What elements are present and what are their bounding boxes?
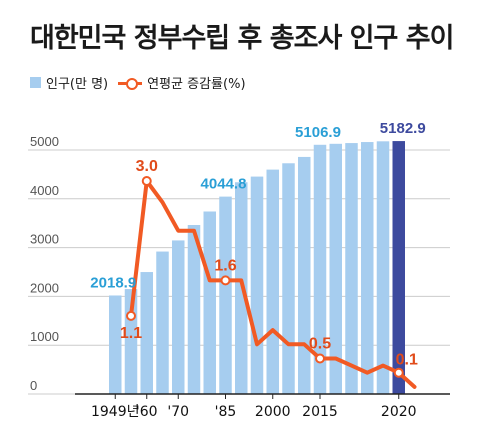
bar <box>313 144 327 394</box>
rate-point-marker <box>141 176 152 186</box>
bar-value-label: 5106.9 <box>295 124 341 141</box>
bar <box>109 295 122 394</box>
legend-line-swatch <box>118 77 143 90</box>
x-tick-label: 1949년 <box>91 404 140 420</box>
y-tick-label: 4000 <box>30 183 59 198</box>
bar <box>187 225 201 394</box>
bar <box>219 196 232 394</box>
bar <box>203 211 216 394</box>
x-tick-label: 2020 <box>381 404 417 420</box>
rate-value-label: 0.1 <box>396 352 418 369</box>
bar-value-label: 2018.9 <box>90 274 136 291</box>
legend-item-rate: 연평균 증감률(%) <box>118 73 246 92</box>
x-tick-label: 2000 <box>255 404 291 420</box>
rate-value-label: 0.5 <box>309 336 331 353</box>
y-tick-label: 3000 <box>30 232 59 247</box>
rate-value-label: 1.1 <box>120 325 142 342</box>
rate-point-marker <box>393 367 404 378</box>
y-tick-label: 1000 <box>30 329 59 344</box>
bar <box>298 156 311 394</box>
bar <box>172 240 185 394</box>
bar <box>392 141 405 394</box>
x-tick-label: '60 <box>136 404 158 420</box>
bar <box>345 143 358 394</box>
bar <box>140 272 153 394</box>
y-tick-label: 2000 <box>30 280 59 295</box>
legend-rate-label: 연평균 증감률(%) <box>147 77 246 92</box>
legend: 인구(만 명) 연평균 증감률(%) <box>30 73 246 92</box>
legend-bar-swatch <box>30 77 41 88</box>
legend-population-label: 인구(만 명) <box>46 77 109 92</box>
y-tick-label: 5000 <box>30 134 59 149</box>
y-tick-label: 0 <box>30 378 37 393</box>
bar <box>282 163 295 394</box>
bar-value-label: 5182.9 <box>380 120 426 137</box>
rate-point-marker <box>220 275 231 286</box>
rate-point-marker <box>315 353 325 364</box>
legend-item-population: 인구(만 명) <box>30 73 108 92</box>
rate-value-label: 3.0 <box>136 158 158 175</box>
chart-title: 대한민국 정부수립 후 총조사 인구 추이 <box>30 23 454 54</box>
bar-value-label: 4044.8 <box>201 176 247 193</box>
x-tick-label: 2015 <box>302 404 338 420</box>
bar <box>361 142 374 394</box>
bar <box>156 251 169 394</box>
bar <box>376 141 390 394</box>
rate-line <box>129 179 417 389</box>
bar <box>250 176 264 394</box>
x-tick-label: '70 <box>167 404 189 420</box>
rate-value-label: 1.6 <box>214 257 236 274</box>
x-tick-label: '85 <box>215 404 237 420</box>
rate-point-marker <box>126 310 136 321</box>
bar <box>266 169 279 394</box>
bar <box>329 143 342 394</box>
